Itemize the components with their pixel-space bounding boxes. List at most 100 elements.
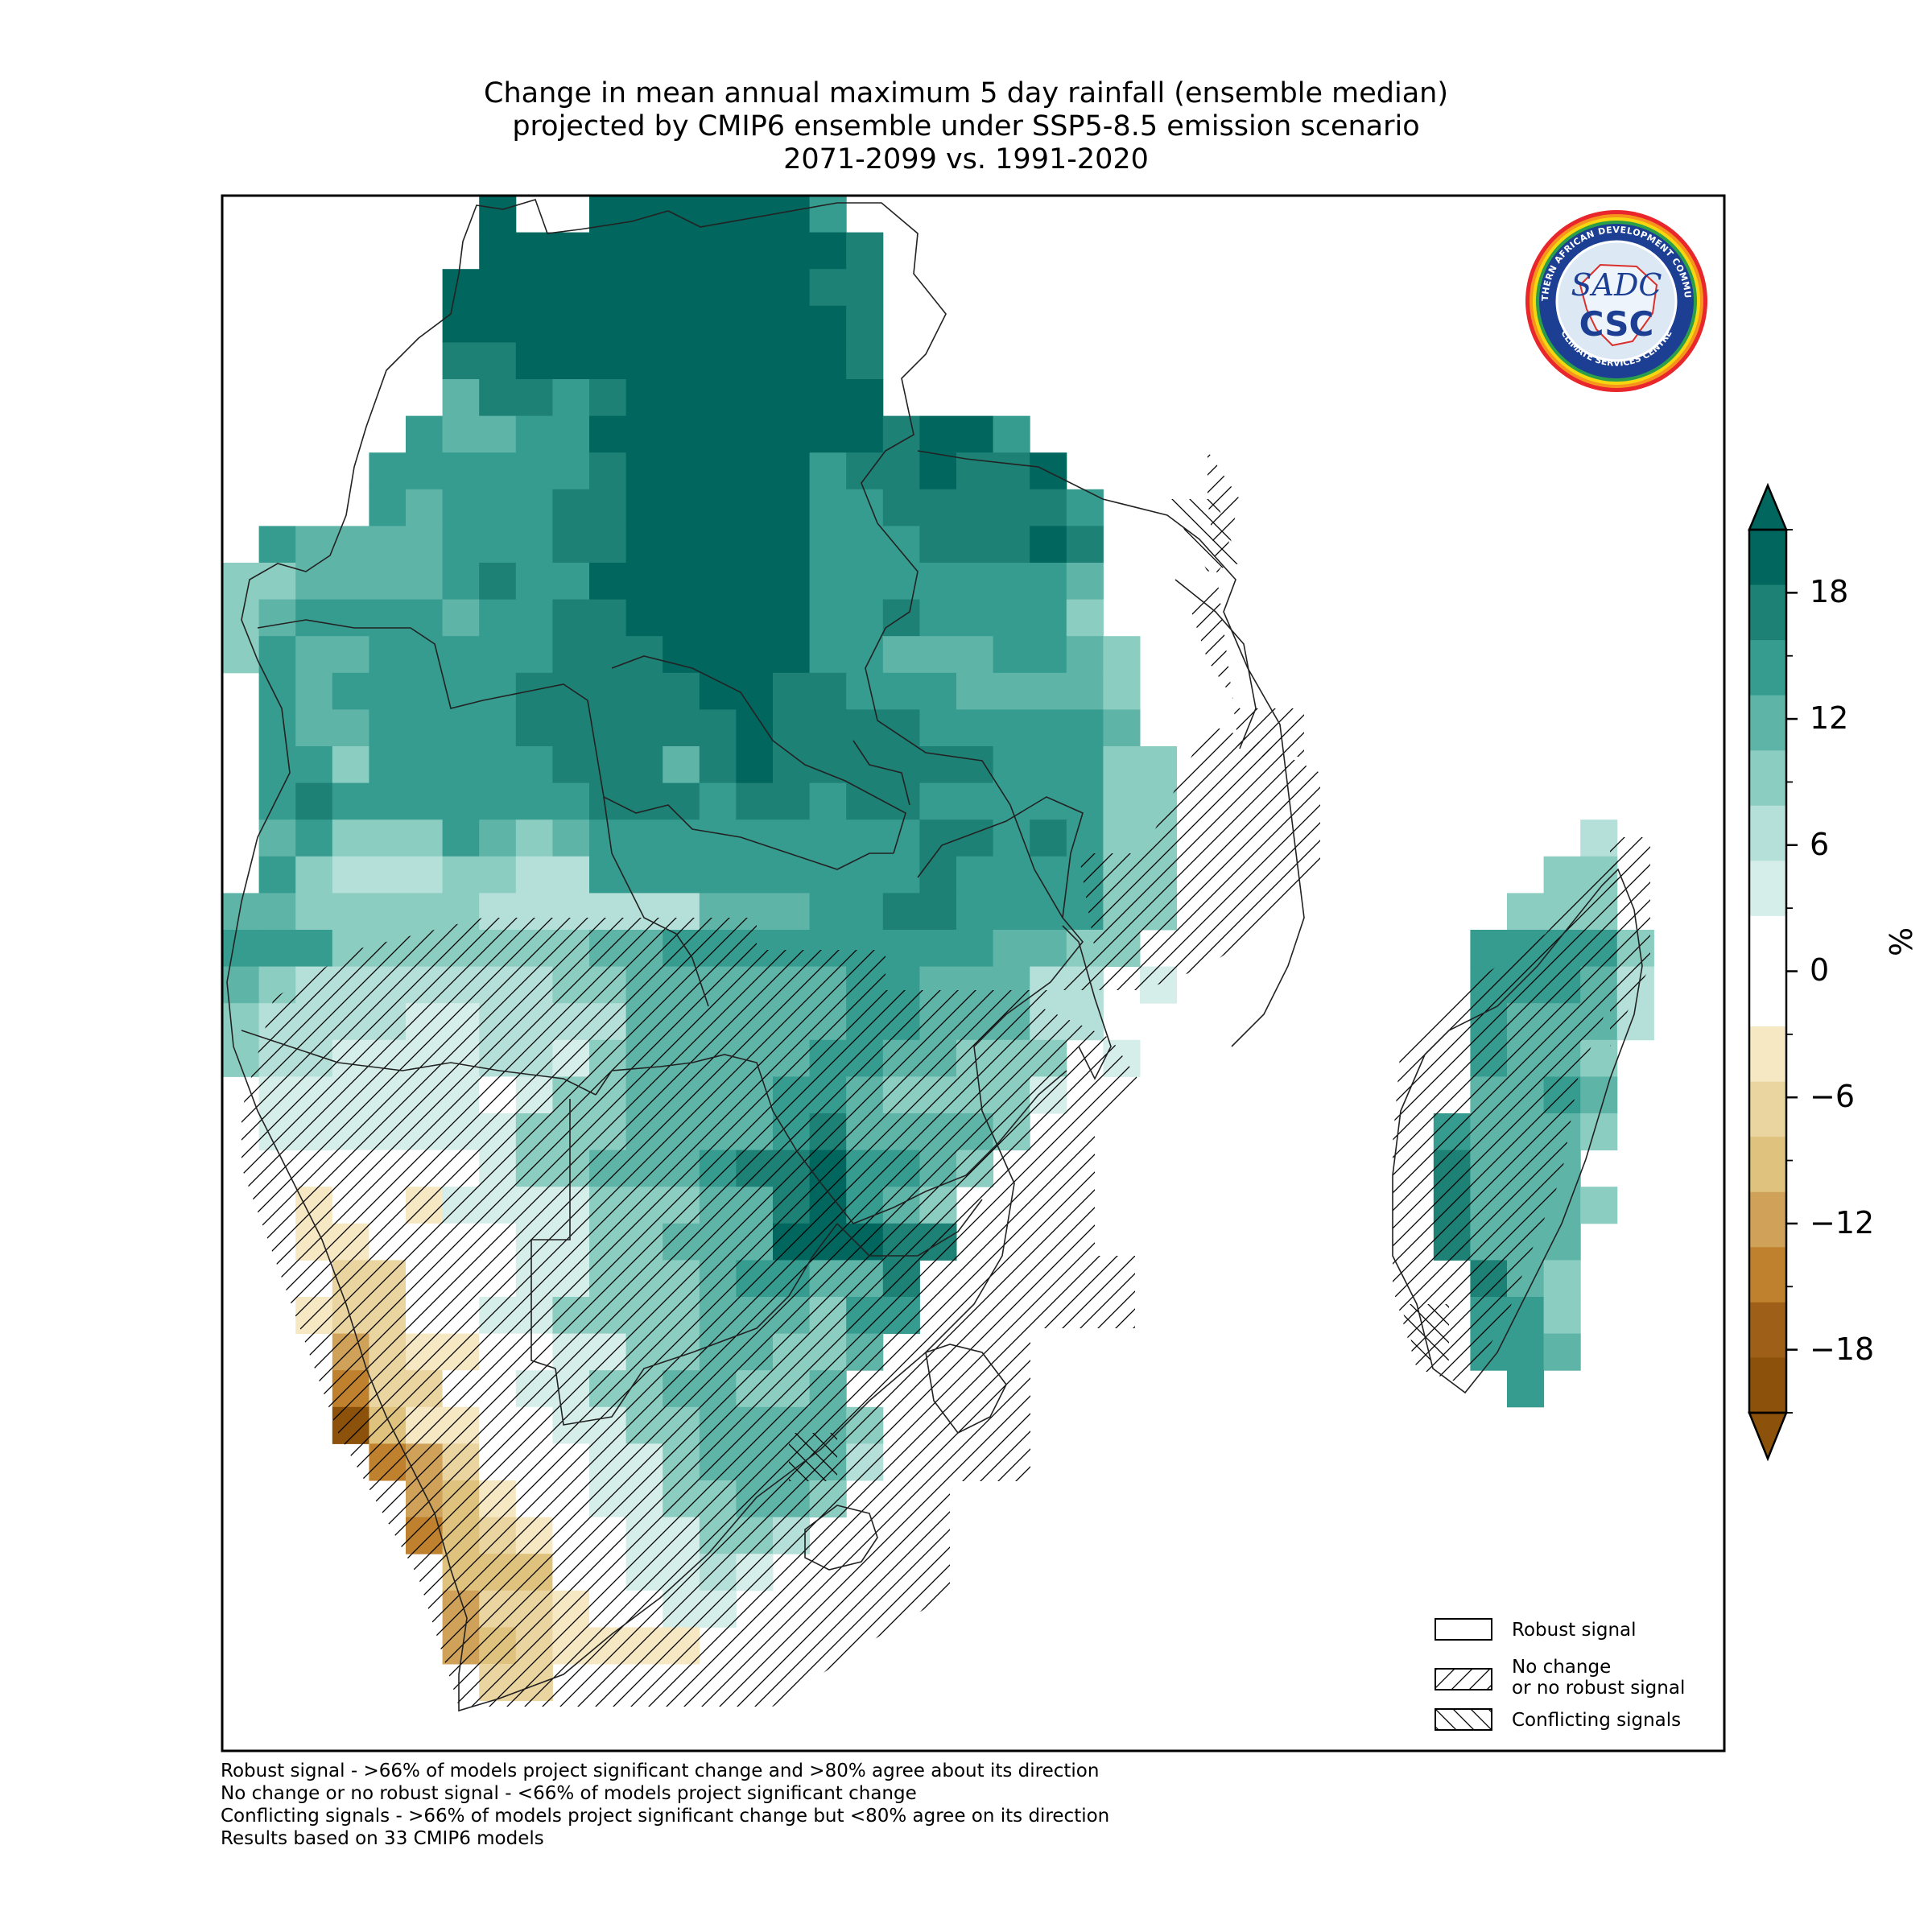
colorbar-segment [1749,1191,1786,1248]
grid-cell [589,856,700,894]
legend-label-conflicting: Conflicting signals [1512,1710,1682,1731]
grid-cell [773,709,847,747]
legend-label-no-change-2: or no robust signal [1512,1678,1686,1699]
grid-cell [295,563,369,601]
colorbar-segment [1749,915,1786,972]
colorbar-tick-label-0: 0 [1810,952,1830,988]
grid-cell [552,636,663,674]
grid-cell [846,819,920,857]
colorbar-segment [1749,1026,1786,1083]
grid-cell [809,269,884,307]
legend-swatch-robust [1435,1618,1492,1641]
grid-cell [258,856,296,894]
grid-cell [589,563,811,601]
grid-cell [956,893,994,931]
grid-cell [258,526,296,564]
grid-cell [809,599,884,637]
grid-cell [956,672,1030,710]
grid-cell [222,930,260,968]
grid-cell [589,672,700,710]
grid-cell [442,452,590,490]
logo-text-sadc: SADC [1571,267,1662,303]
grid-cell [993,893,1104,931]
grid-cell [736,709,774,747]
grid-cell [1543,1333,1581,1371]
grid-cell [993,599,1030,637]
grid-cell [1066,782,1104,820]
grid-cell [442,269,480,307]
grid-cell [442,489,553,526]
hatch-region [242,724,1320,1707]
grid-cell [1580,1113,1618,1151]
colorbar-segment [1749,1302,1786,1359]
colorbar-segment [1749,861,1786,917]
grid-cell [295,746,333,784]
grid-cell [515,782,590,820]
grid-cell [258,709,296,747]
hatch-region [1393,853,1618,1385]
grid-cell [332,672,517,710]
grid-cell [699,856,847,894]
grid-cell [1103,636,1141,674]
grid-cell [846,232,884,270]
grid-cell [442,379,480,417]
grid-cell [993,636,1067,674]
grid-cell [295,709,369,747]
grid-cell [552,489,627,526]
grid-cell [406,489,444,526]
footnote-2: No change or no robust signal - <66% of … [221,1783,917,1804]
colorbar-segment [1749,1357,1786,1414]
grid-cell [625,379,884,417]
grid-cell [809,782,847,820]
grid-cell [625,489,811,526]
legend-swatch-conflicting [1435,1708,1492,1731]
grid-cell [589,415,884,453]
grid-cell [515,709,590,747]
grid-cell [589,452,627,490]
grid-cell [919,709,1030,747]
grid-cell [809,819,847,857]
colorbar-segment [1749,1137,1786,1193]
grid-cell [809,563,920,601]
country-borders [226,199,1643,1712]
conflicting-region [1401,1304,1449,1360]
grid-cell [552,379,590,417]
grid-cell [552,746,663,784]
footnote-3: Conflicting signals - >66% of models pro… [221,1806,1110,1827]
grid-cell [699,672,774,710]
grid-cell [1103,746,1178,784]
grid-cell [258,930,333,968]
colorbar-tick-label-neg18: −18 [1810,1331,1875,1367]
grid-cell [369,526,444,564]
legend-label-robust: Robust signal [1512,1620,1637,1641]
grid-cell [479,269,811,307]
grid-cell [919,452,957,490]
grid-cell [1066,526,1104,564]
grid-cell [1543,1297,1581,1335]
grid-cell [1103,672,1141,710]
grid-cell [919,856,957,894]
logo-text-csc: CSC [1579,304,1654,344]
grid-cell [295,672,333,710]
grid-cell [993,819,1030,857]
grid-cell [479,819,517,857]
grid-cell [515,746,553,784]
grid-cell [222,563,296,601]
grid-cell [699,819,811,857]
grid-cell [1066,819,1104,857]
colorbar-segment [1749,695,1786,751]
grid-cell [442,305,847,343]
grid-cell [919,563,994,601]
grid-cell [295,526,369,564]
grid-cell [295,636,369,674]
colorbar-extend-bottom [1748,1411,1788,1462]
grid-cell [479,599,553,637]
colorbar-segment [1749,584,1786,641]
colorbar-segment [1749,1247,1786,1303]
grid-cell [258,782,296,820]
grid-cell [882,489,920,526]
grid-cell [552,599,627,637]
grid-cell [809,636,884,674]
